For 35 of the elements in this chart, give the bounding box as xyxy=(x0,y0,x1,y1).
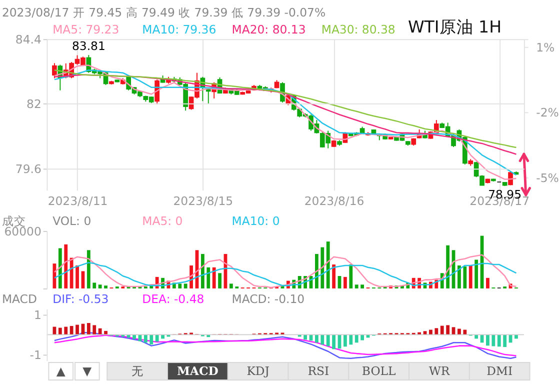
text: 2023/08/17 开 79.45 高 79.49 收 79.39 低 79.39 -0.07% xyxy=(2,6,326,20)
text: MA5: 79.23 xyxy=(52,22,120,36)
text: MA30: 80.38 xyxy=(321,22,396,36)
text: WR xyxy=(428,364,451,378)
y2-tick-label: -5% xyxy=(536,170,559,185)
text: MACD xyxy=(2,292,37,306)
y2-tick-label: -2% xyxy=(536,106,559,120)
text: KDJ xyxy=(246,364,270,378)
text: MACD: -0.10 xyxy=(232,292,305,306)
text: DEA: -0.48 xyxy=(142,292,204,306)
y-tick-label: 84.4 xyxy=(15,32,42,47)
x-tick-label: 2023/8/15 xyxy=(173,194,234,208)
y-tick-label: 79.6 xyxy=(15,162,42,176)
y-tick-label: 1 xyxy=(34,308,42,322)
y-tick-label: -1 xyxy=(30,348,42,362)
y2-tick-label: 1% xyxy=(536,40,555,54)
text: ▲ xyxy=(56,364,66,378)
text: DIF: -0.53 xyxy=(52,292,109,306)
text: MA10: 79.36 xyxy=(142,22,216,36)
text: 无 xyxy=(131,364,144,378)
text: RSI xyxy=(308,364,330,378)
text: DMI xyxy=(486,364,513,378)
x-tick-label: 2023/8/16 xyxy=(304,194,364,208)
series-label: VOL: 0 xyxy=(52,214,92,228)
annotation: 83.81 xyxy=(72,39,106,54)
text: 成交 xyxy=(2,214,26,228)
text: BOLL xyxy=(362,364,396,378)
text: MA20: 80.13 xyxy=(232,22,306,36)
y-tick-label: 82 xyxy=(26,97,42,112)
text: MA10: 0 xyxy=(232,214,280,228)
text: MACD xyxy=(177,364,218,378)
chart-title: WTI原油 1H xyxy=(408,17,502,36)
text: MA5: 0 xyxy=(142,214,183,228)
text: ▼ xyxy=(82,364,92,378)
x-tick-label: 2023/8/11 xyxy=(48,194,108,208)
